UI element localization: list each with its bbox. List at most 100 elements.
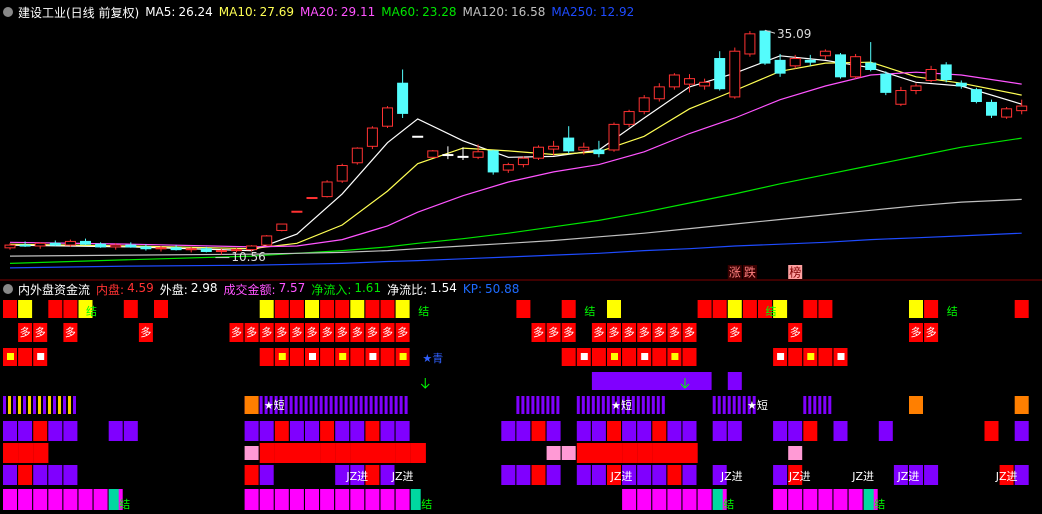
signal-label: JZ进 <box>720 470 743 483</box>
candle-body <box>835 54 846 78</box>
signal-block <box>803 421 818 441</box>
readout-label: 成交金额: <box>223 282 276 297</box>
signal-block <box>788 465 803 485</box>
signal-block <box>93 489 108 510</box>
signal-label: 结 <box>766 305 777 318</box>
signal-block <box>591 348 606 366</box>
signal-stripe <box>384 396 388 414</box>
signal-label: JZ进 <box>391 470 414 483</box>
signal-block <box>516 421 531 441</box>
signal-block <box>788 421 803 441</box>
candle-body <box>684 78 695 85</box>
signal-label: 结 <box>86 305 97 318</box>
signal-block <box>350 323 365 342</box>
signal-dot <box>309 353 316 360</box>
signal-block <box>667 323 682 342</box>
signal-block <box>350 421 365 441</box>
signal-stripe <box>601 396 605 414</box>
signal-block <box>833 421 848 441</box>
signal-block <box>531 465 546 485</box>
signal-block <box>395 421 410 441</box>
candle-body <box>517 157 529 166</box>
signal-block <box>727 300 742 318</box>
chart-title: 建设工业(日线 前复权) <box>18 5 140 20</box>
signal-label: 结 <box>119 498 130 511</box>
signal-label: 多 <box>20 325 31 339</box>
candle-body <box>699 81 711 87</box>
indicator-header: 内外盘资金流 内盘: 4.59 外盘: 2.98 成交金额: 7.57 净流入: 1.61 净流… <box>18 281 519 297</box>
signal-label: 多 <box>291 325 302 339</box>
ma-line <box>9 198 1022 257</box>
signal-block <box>229 323 244 342</box>
signal-block <box>365 300 380 318</box>
signal-stripe <box>621 396 625 414</box>
signal-label: 结 <box>947 305 958 318</box>
signal-block <box>576 465 591 485</box>
legend-value: 29.11 <box>340 5 376 19</box>
signal-block <box>818 348 833 366</box>
signal-block <box>18 421 33 441</box>
signal-stripe <box>742 396 746 414</box>
candle-body <box>231 249 242 252</box>
signal-stripe <box>294 396 298 414</box>
candle-body <box>382 107 393 127</box>
signal-block <box>637 421 652 441</box>
signal-block <box>984 421 999 441</box>
signal-label: 结 <box>418 305 429 318</box>
ma-line <box>9 61 1022 250</box>
signal-block <box>652 421 667 441</box>
signal-block <box>395 443 411 463</box>
signal-block <box>274 323 289 342</box>
signal-block <box>244 396 259 414</box>
signal-block <box>1014 396 1029 414</box>
signal-stripe <box>752 396 756 414</box>
signal-stripe <box>747 396 751 414</box>
signal-stripe <box>581 396 585 414</box>
signal-block <box>365 443 381 463</box>
signal-stripe <box>33 396 36 414</box>
signal-block <box>561 300 576 318</box>
candle-body <box>351 147 363 164</box>
signal-block <box>546 421 561 441</box>
signal-block <box>576 421 591 441</box>
candle-body <box>955 82 967 87</box>
readout: 外盘: 2.98 <box>160 281 218 298</box>
signal-stripe <box>646 396 650 414</box>
candle-body <box>291 210 303 213</box>
signal-block <box>33 465 48 485</box>
signal-block <box>380 348 395 366</box>
signal-label: 多 <box>246 325 257 339</box>
candle-body <box>548 145 560 150</box>
signal-stripe <box>304 396 308 414</box>
signal-block <box>561 348 576 366</box>
legend-label: MA10: <box>218 5 257 19</box>
signal-block <box>259 465 274 485</box>
signal-block <box>622 348 637 366</box>
signal-block <box>365 323 380 342</box>
signal-stripe <box>651 396 655 414</box>
signal-block <box>63 300 78 318</box>
signal-block <box>637 323 652 342</box>
signal-block <box>3 489 17 510</box>
signal-label: 多 <box>609 325 620 339</box>
signal-block <box>305 300 319 318</box>
candle-body <box>653 86 665 100</box>
candle-body <box>336 165 348 182</box>
signal-stripe <box>344 396 348 414</box>
signal-block <box>350 443 366 463</box>
signal-block <box>712 421 727 441</box>
signal-block <box>335 421 350 441</box>
signal-block <box>682 348 697 366</box>
signal-stripe <box>43 396 46 414</box>
signal-block <box>289 489 304 510</box>
main-header: 建设工业(日线 前复权) MA5: 26.24 MA10: 27.69 MA20: 29.… <box>18 4 634 20</box>
signal-label: 多 <box>397 325 408 339</box>
signal-block <box>78 489 93 510</box>
signal-stripe <box>73 396 76 414</box>
signal-stripe <box>556 396 560 414</box>
candle-body <box>412 135 424 138</box>
signal-block <box>878 421 893 441</box>
signal-block <box>863 489 874 510</box>
signal-label: 多 <box>639 325 650 339</box>
